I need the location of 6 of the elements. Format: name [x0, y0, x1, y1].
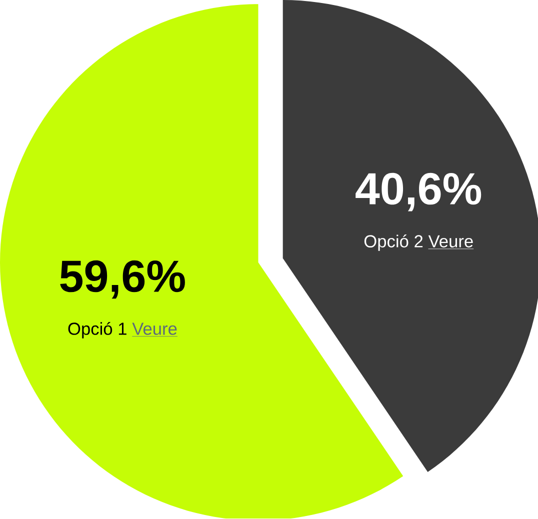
slice-label: Opció 2	[364, 234, 423, 252]
data-label: 40,6%	[356, 173, 482, 212]
text: Veure	[132, 323, 177, 336]
data-label: 59,6%	[60, 260, 185, 299]
slice-label: Opció 1	[68, 322, 126, 339]
text: Veure	[428, 236, 473, 248]
